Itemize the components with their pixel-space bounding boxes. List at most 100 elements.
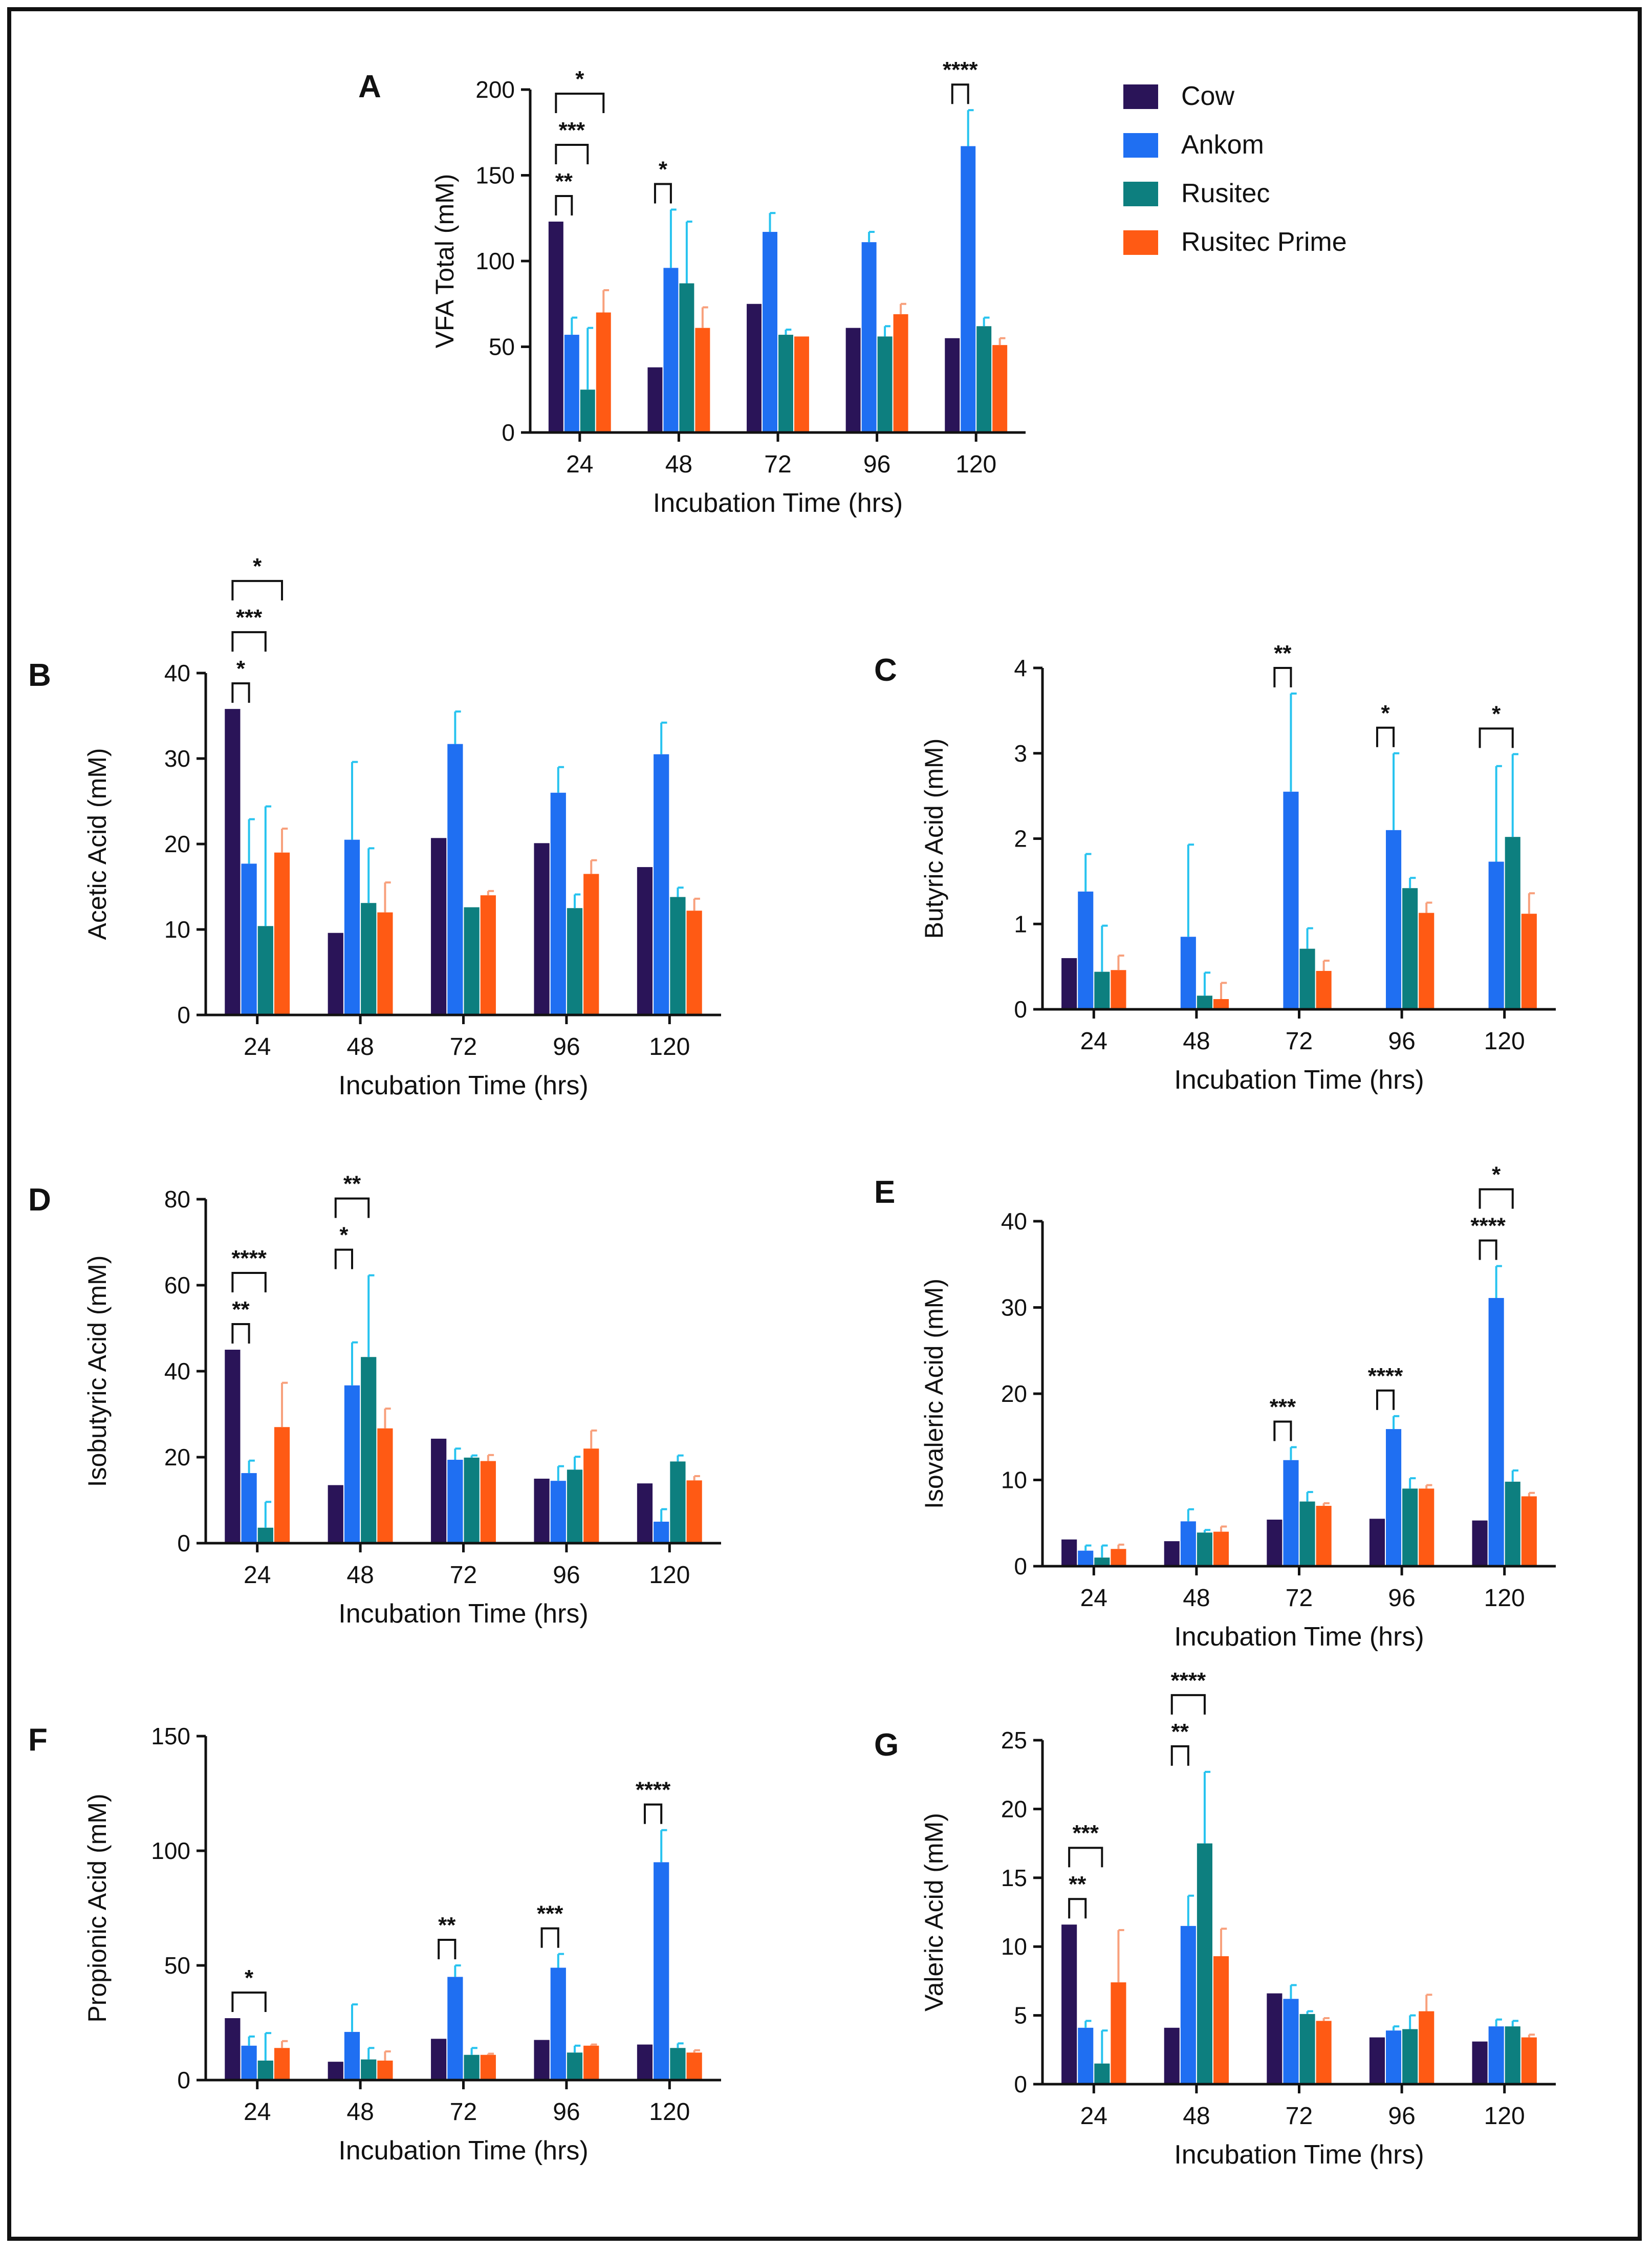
x-tick-label: 96 [553, 1562, 580, 1589]
bar-cow [225, 709, 241, 1015]
bar-ankom [1180, 1926, 1196, 2084]
bar-rusitec [1197, 1532, 1212, 1566]
x-tick-label: 24 [566, 451, 593, 478]
bar-cow [1164, 1541, 1180, 1566]
significance-bracket [555, 92, 605, 113]
significance-bracket [540, 1927, 559, 1948]
x-tick-label: 120 [1484, 1028, 1525, 1055]
y-axis-title: Isobutyric Acid (mM) [83, 1256, 112, 1487]
bar-cow [548, 221, 563, 432]
y-tick-label: 50 [164, 1952, 190, 1979]
bar-ankom [1283, 1460, 1299, 1566]
y-tick-label: 0 [1014, 1553, 1027, 1580]
chart-panel-b: B 0 10 20 30 40 24 48 72 96 120 Incubation Time (hr… [28, 554, 721, 1100]
panel-letter: G [874, 1727, 899, 1763]
bar-cow [637, 867, 653, 1015]
bar-ankom [763, 232, 777, 432]
bar-cow [328, 1485, 343, 1543]
bar-ankom [1180, 1521, 1196, 1566]
x-axis-title: Incubation Time (hrs) [338, 1071, 588, 1100]
significance-bracket [1273, 1420, 1292, 1441]
significance-label: * [575, 67, 584, 92]
significance-bracket [1170, 1745, 1189, 1766]
bar-ankom [1078, 891, 1094, 1009]
x-tick-label: 96 [1388, 1028, 1415, 1055]
significance-bracket [438, 1939, 457, 1959]
x-tick-label: 96 [553, 1033, 580, 1061]
panel-letter: E [874, 1175, 895, 1210]
x-tick-label: 72 [1286, 2103, 1313, 2130]
bar-ankom [564, 335, 579, 432]
x-tick-label: 48 [1183, 1028, 1210, 1055]
bar-rusitec [1402, 888, 1418, 1009]
bar-rusitec-prime [480, 2054, 496, 2080]
x-tick-label: 24 [244, 1033, 271, 1061]
bar-ankom [1078, 2027, 1094, 2084]
bar-ankom [447, 1977, 463, 2080]
bar-ankom [550, 1481, 566, 1543]
bar-cow [1267, 1993, 1283, 2084]
y-tick-label: 1 [1014, 911, 1027, 937]
bar-ankom [1386, 1429, 1402, 1566]
x-tick-label: 24 [244, 1562, 271, 1589]
significance-label: ** [343, 1172, 361, 1197]
x-axis-title: Incubation Time (hrs) [338, 2136, 588, 2166]
significance-label: *** [236, 605, 263, 630]
x-tick-label: 48 [346, 1562, 374, 1589]
significance-bracket [1273, 667, 1292, 688]
bar-ankom [654, 1862, 669, 2080]
bar-rusitec-prime [274, 2048, 290, 2080]
bar-rusitec-prime [686, 1480, 702, 1543]
x-tick-label: 96 [863, 451, 890, 478]
y-tick-label: 0 [502, 419, 515, 446]
bar-rusitec [567, 908, 583, 1015]
x-tick-label: 96 [1388, 2103, 1415, 2130]
panel-letter: A [358, 69, 381, 104]
legend-label: Rusitec [1181, 179, 1270, 208]
y-tick-label: 20 [1001, 1795, 1027, 1822]
bar-rusitec-prime [274, 1427, 290, 1543]
x-tick-label: 72 [450, 2098, 477, 2126]
y-tick-label: 150 [475, 162, 515, 189]
significance-label: ** [232, 1297, 250, 1322]
bar-ankom [241, 1473, 257, 1543]
y-tick-label: 0 [177, 1530, 190, 1556]
x-tick-label: 24 [244, 2098, 271, 2126]
x-tick-label: 24 [1080, 1028, 1107, 1055]
bar-cow [1369, 2037, 1385, 2084]
bar-cow [1267, 1520, 1283, 1566]
bar-rusitec-prime [1213, 1531, 1229, 1566]
bar-cow [747, 304, 762, 432]
x-axis-title: Incubation Time (hrs) [1174, 1065, 1424, 1095]
bar-rusitec [1402, 2029, 1418, 2084]
bar-rusitec-prime [377, 912, 393, 1015]
significance-label: **** [1470, 1214, 1506, 1239]
chart-panel-g: G 0 5 10 15 20 25 24 48 72 96 120 Incubation Time (h… [874, 1668, 1556, 2170]
bar-rusitec-prime [1521, 2037, 1537, 2084]
x-tick-label: 72 [1286, 1028, 1313, 1055]
y-tick-label: 40 [1001, 1208, 1027, 1235]
bar-rusitec-prime [1316, 2021, 1332, 2084]
y-axis-title: VFA Total (mM) [430, 174, 459, 349]
significance-label: * [339, 1223, 349, 1248]
bar-ankom [1386, 830, 1402, 1009]
legend-label: Ankom [1181, 130, 1264, 160]
significance-bracket [1068, 1898, 1087, 1919]
panel-letter: B [28, 658, 51, 693]
bar-rusitec [567, 1469, 583, 1543]
bar-ankom [961, 146, 976, 432]
significance-bracket [1479, 727, 1514, 748]
bar-ankom [241, 2045, 257, 2080]
y-axis-title: Butyric Acid (mM) [920, 739, 948, 939]
bar-rusitec [1197, 996, 1212, 1009]
bar-rusitec [1299, 948, 1315, 1009]
x-axis-title: Incubation Time (hrs) [1174, 2140, 1424, 2170]
y-tick-label: 3 [1014, 740, 1027, 767]
significance-label: ** [1274, 641, 1292, 666]
bar-rusitec [1094, 1557, 1110, 1566]
bar-rusitec-prime [1521, 1496, 1537, 1566]
bar-cow [1472, 2041, 1488, 2084]
bar-ankom [1078, 1550, 1094, 1566]
bar-cow [1061, 1539, 1077, 1566]
y-tick-label: 15 [1001, 1865, 1027, 1891]
